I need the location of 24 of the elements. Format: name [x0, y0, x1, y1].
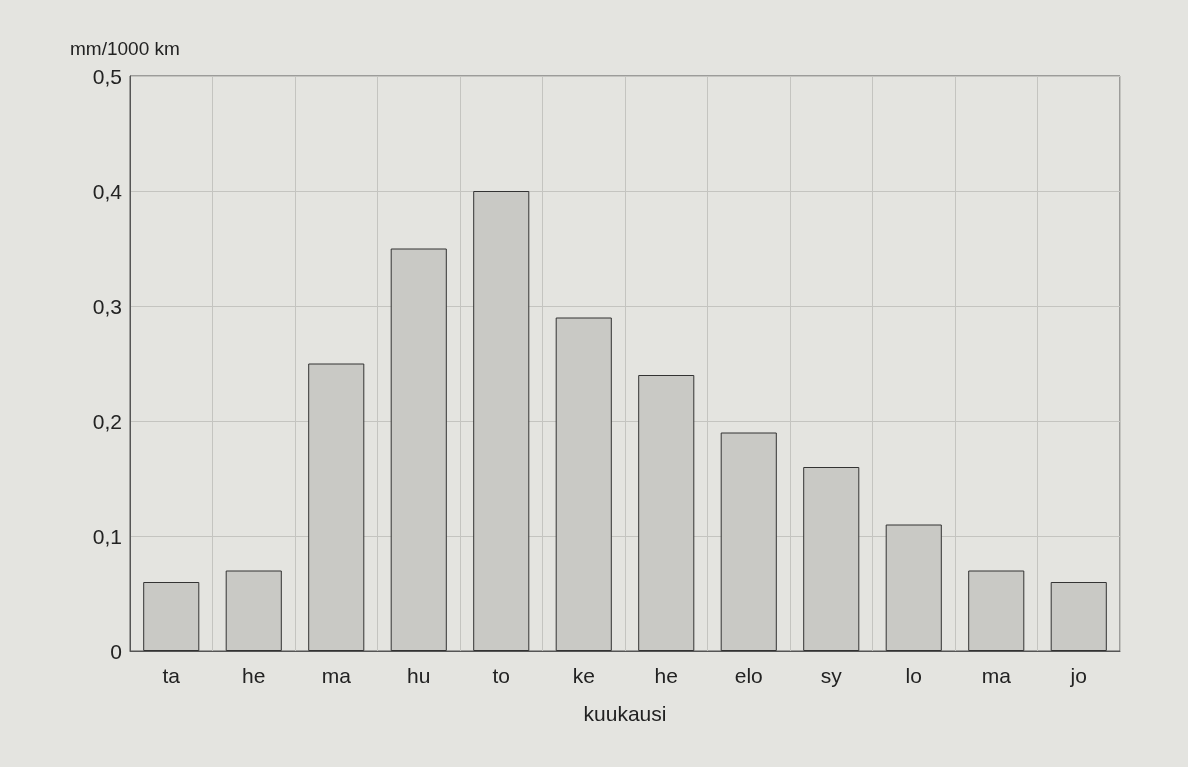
y-axis-title: mm/1000 km: [70, 38, 180, 59]
x-tick-label: elo: [734, 664, 763, 687]
x-tick-label: hu: [407, 664, 431, 687]
x-tick-label: jo: [1069, 664, 1087, 687]
y-tick-label: 0,3: [92, 294, 122, 318]
x-tick-label: he: [242, 664, 266, 687]
x-tick-label: he: [654, 664, 678, 687]
bar: [143, 582, 200, 651]
bar: [1050, 582, 1107, 651]
x-tick-label: ke: [572, 664, 595, 687]
y-tick-label: 0,2: [92, 409, 122, 433]
y-tick-label: 0,4: [92, 179, 123, 203]
x-tick-label: lo: [905, 664, 922, 687]
x-axis-title: kuukausi: [583, 702, 667, 725]
y-tick-label: 0: [110, 639, 122, 663]
y-tick-label: 0,5: [92, 64, 122, 88]
x-tick-label: sy: [820, 664, 843, 687]
bar: [225, 570, 282, 651]
y-tick-label: 0,1: [92, 524, 122, 548]
x-tick-label: ma: [321, 664, 352, 687]
x-tick-label: ma: [981, 664, 1012, 687]
bar: [968, 570, 1025, 651]
x-tick-label: to: [492, 664, 511, 687]
x-tick-label: ta: [162, 664, 181, 687]
